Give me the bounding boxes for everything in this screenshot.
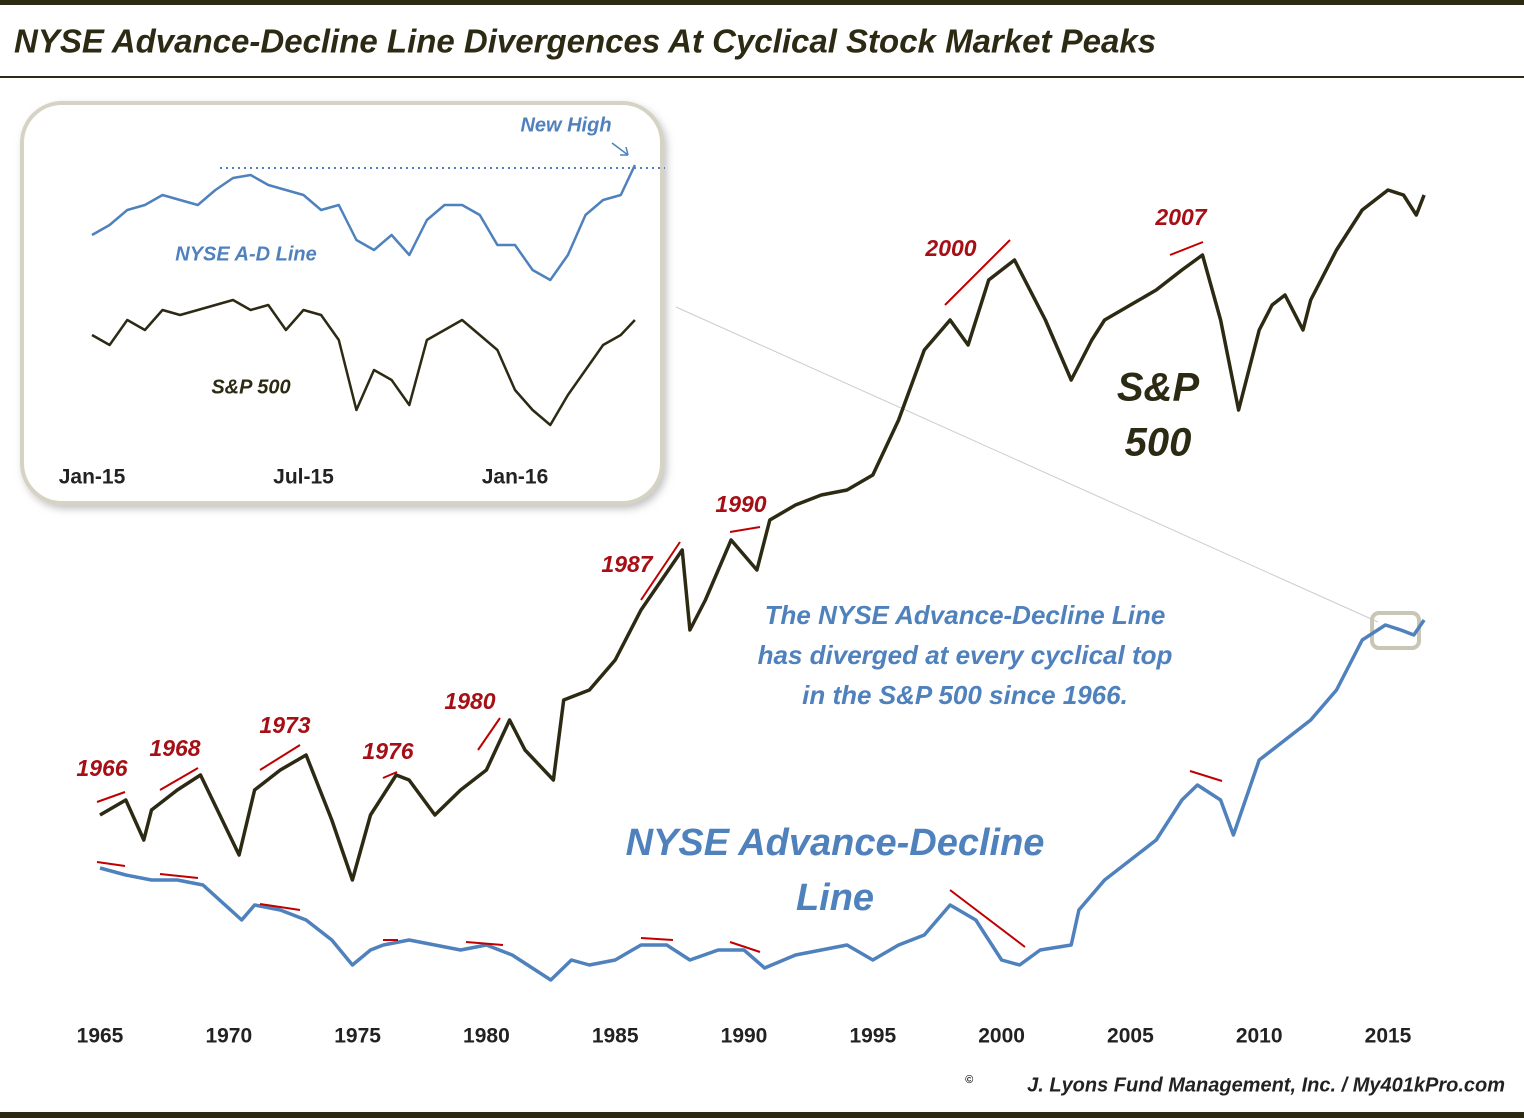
divergence-segment	[1169, 241, 1204, 256]
divergence-segment	[159, 873, 199, 879]
divergence-segment	[729, 526, 761, 533]
peak-label: 1973	[259, 712, 310, 738]
x-tick-label: 2000	[978, 1025, 1025, 1048]
chart-title: NYSE Advance-Decline Line Divergences At…	[14, 23, 1156, 60]
divergence-segment	[949, 889, 1026, 948]
x-tick-label: 2015	[1365, 1025, 1412, 1048]
x-tick-label: Jan-15	[59, 466, 126, 489]
copyright-mark: ©	[965, 1074, 974, 1086]
divergence-segment	[1189, 770, 1223, 782]
x-tick-label: 1975	[334, 1025, 381, 1048]
connector	[675, 306, 1379, 623]
x-tick-label: 1970	[205, 1025, 252, 1048]
ad-label: NYSE Advance-Decline	[626, 822, 1045, 864]
x-tick-label: 1965	[77, 1025, 124, 1048]
divergence-segment	[465, 941, 504, 946]
inset-box	[20, 101, 664, 505]
top-bar	[0, 0, 1524, 5]
note: in the S&P 500 since 1966.	[802, 680, 1128, 710]
divergence-segment	[382, 771, 398, 779]
divergence-segment	[640, 541, 681, 601]
x-tick-label: 2005	[1107, 1025, 1154, 1048]
peak-label: 2007	[1154, 204, 1207, 230]
divergence-segment	[96, 791, 126, 803]
x-tick-label: Jul-15	[273, 466, 334, 489]
divergence-segment	[477, 717, 501, 751]
new-high-arrow	[611, 142, 629, 156]
peak-label: 1966	[76, 755, 127, 781]
divergence-segment	[729, 941, 761, 953]
divergence-segment	[944, 239, 1011, 306]
series-line	[91, 164, 637, 282]
x-tick-label: 1990	[721, 1025, 768, 1048]
divergence-segment	[159, 767, 199, 791]
note: The NYSE Advance-Decline Line	[765, 600, 1166, 630]
new-high-label: New High	[520, 114, 611, 136]
x-tick-label: 1985	[592, 1025, 639, 1048]
sp-label: S&P	[1117, 366, 1200, 410]
ad-label: Line	[796, 877, 874, 919]
peak-label: 2000	[924, 235, 976, 261]
divergence-segment	[640, 937, 674, 941]
note: has diverged at every cyclical top	[758, 640, 1173, 670]
x-tick-label: 1995	[849, 1025, 896, 1048]
inset-legend: NYSE A-D Line	[175, 243, 317, 265]
divergence-segment	[259, 903, 301, 911]
x-tick-label: 2010	[1236, 1025, 1283, 1048]
peak-label: 1968	[149, 735, 200, 761]
sp-label: 500	[1125, 421, 1192, 465]
bottom-bar	[0, 1112, 1524, 1118]
peak-label: 1987	[601, 551, 653, 577]
x-tick-label: Jan-16	[482, 466, 549, 489]
peak-label: 1976	[362, 738, 413, 764]
divergence-segment	[259, 744, 301, 771]
series-line	[99, 188, 1426, 882]
divergence-segment	[96, 861, 126, 867]
series-line	[99, 619, 1426, 982]
credit: J. Lyons Fund Management, Inc. / My401kP…	[1027, 1074, 1505, 1096]
series-line	[91, 298, 636, 427]
peak-label: 1990	[715, 491, 766, 517]
inset-legend: S&P 500	[211, 376, 290, 398]
peak-label: 1980	[444, 688, 495, 714]
x-tick-label: 1980	[463, 1025, 510, 1048]
